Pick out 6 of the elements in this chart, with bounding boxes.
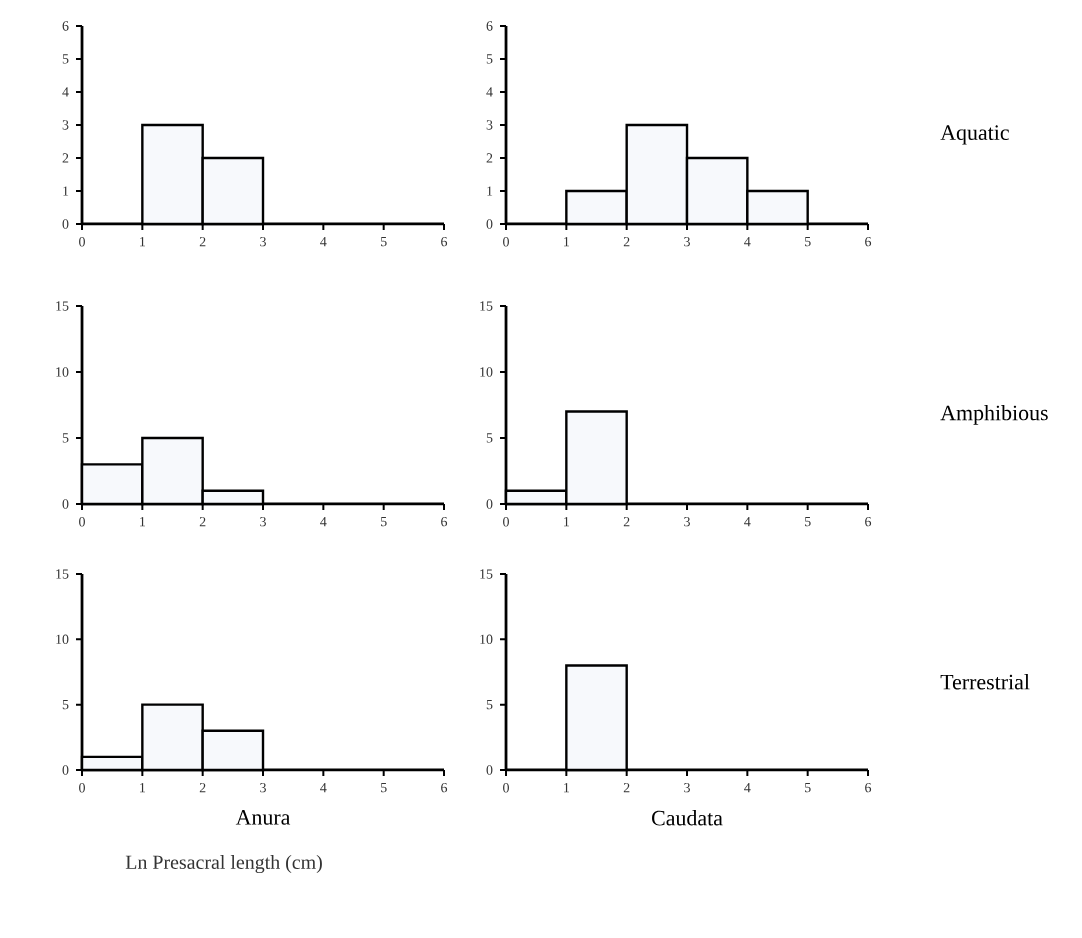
text: Aquatic xyxy=(940,125,1009,145)
x-axis-title: Caudata xyxy=(652,810,723,826)
text: Terrestrial xyxy=(940,674,1030,690)
text: Amphibious xyxy=(940,404,1048,425)
text: Ln Presacral length (cm) xyxy=(125,854,322,874)
x-axis-title: Anura xyxy=(235,810,291,825)
